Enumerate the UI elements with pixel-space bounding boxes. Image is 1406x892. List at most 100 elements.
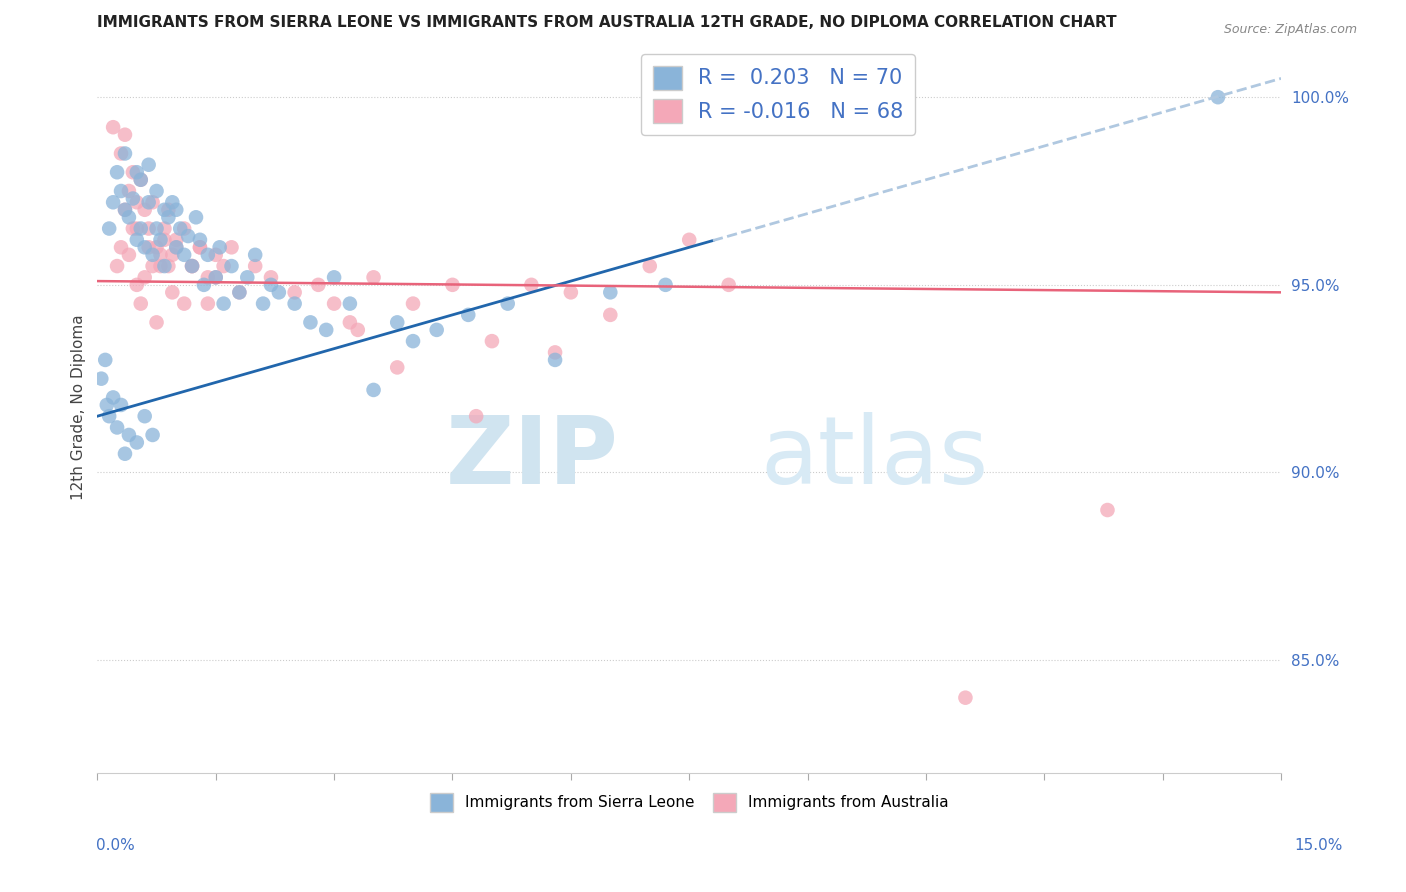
Point	[114, 128, 136, 142]
Point	[481, 334, 503, 348]
Point	[114, 447, 136, 461]
Point	[118, 248, 141, 262]
Point	[212, 259, 235, 273]
Point	[299, 315, 322, 329]
Point	[118, 428, 141, 442]
Point	[129, 173, 152, 187]
Point	[197, 248, 219, 262]
Text: IMMIGRANTS FROM SIERRA LEONE VS IMMIGRANTS FROM AUSTRALIA 12TH GRADE, NO DIPLOMA: IMMIGRANTS FROM SIERRA LEONE VS IMMIGRAN…	[97, 15, 1116, 30]
Point	[323, 270, 346, 285]
Point	[599, 308, 621, 322]
Point	[114, 146, 136, 161]
Point	[260, 277, 283, 292]
Point	[441, 277, 464, 292]
Point	[181, 259, 204, 273]
Point	[142, 428, 165, 442]
Point	[110, 146, 132, 161]
Point	[114, 202, 136, 217]
Point	[465, 409, 488, 424]
Point	[142, 195, 165, 210]
Point	[496, 296, 519, 310]
Point	[1206, 90, 1229, 104]
Point	[387, 315, 409, 329]
Point	[153, 259, 176, 273]
Point	[323, 296, 346, 310]
Point	[520, 277, 543, 292]
Point	[145, 315, 167, 329]
Point	[678, 233, 700, 247]
Point	[121, 192, 143, 206]
Point	[129, 296, 152, 310]
Point	[96, 398, 118, 412]
Point	[402, 296, 425, 310]
Point	[134, 240, 156, 254]
Point	[118, 211, 141, 225]
Point	[125, 165, 148, 179]
Point	[157, 259, 180, 273]
Point	[188, 240, 211, 254]
Point	[157, 202, 180, 217]
Point	[149, 233, 172, 247]
Point	[165, 240, 187, 254]
Point	[204, 248, 226, 262]
Point	[125, 221, 148, 235]
Text: Source: ZipAtlas.com: Source: ZipAtlas.com	[1223, 23, 1357, 37]
Point	[181, 259, 204, 273]
Point	[101, 120, 124, 135]
Point	[638, 259, 661, 273]
Point	[173, 296, 195, 310]
Point	[149, 248, 172, 262]
Point	[165, 202, 187, 217]
Point	[339, 296, 361, 310]
Point	[129, 173, 152, 187]
Point	[184, 211, 207, 225]
Point	[153, 202, 176, 217]
Text: ZIP: ZIP	[446, 412, 619, 504]
Point	[157, 211, 180, 225]
Point	[426, 323, 449, 337]
Point	[121, 221, 143, 235]
Point	[149, 259, 172, 273]
Point	[98, 221, 121, 235]
Point	[188, 240, 211, 254]
Point	[173, 221, 195, 235]
Point	[153, 233, 176, 247]
Point	[193, 277, 215, 292]
Point	[134, 409, 156, 424]
Point	[125, 233, 148, 247]
Text: atlas: atlas	[761, 412, 988, 504]
Point	[260, 270, 283, 285]
Point	[173, 248, 195, 262]
Point	[101, 391, 124, 405]
Point	[138, 195, 160, 210]
Point	[105, 165, 128, 179]
Text: 0.0%: 0.0%	[96, 838, 135, 853]
Point	[197, 296, 219, 310]
Point	[145, 221, 167, 235]
Point	[114, 202, 136, 217]
Point	[599, 285, 621, 300]
Point	[125, 435, 148, 450]
Point	[101, 195, 124, 210]
Point	[94, 352, 117, 367]
Point	[142, 248, 165, 262]
Point	[315, 323, 337, 337]
Point	[717, 277, 740, 292]
Point	[142, 259, 165, 273]
Point	[387, 360, 409, 375]
Point	[165, 240, 187, 254]
Point	[129, 221, 152, 235]
Point	[121, 165, 143, 179]
Point	[221, 259, 243, 273]
Point	[138, 158, 160, 172]
Legend: Immigrants from Sierra Leone, Immigrants from Australia: Immigrants from Sierra Leone, Immigrants…	[423, 787, 955, 818]
Point	[544, 345, 567, 359]
Point	[252, 296, 274, 310]
Point	[267, 285, 290, 300]
Point	[228, 285, 250, 300]
Point	[105, 420, 128, 434]
Point	[221, 240, 243, 254]
Point	[208, 240, 231, 254]
Point	[560, 285, 582, 300]
Y-axis label: 12th Grade, No Diploma: 12th Grade, No Diploma	[72, 314, 86, 500]
